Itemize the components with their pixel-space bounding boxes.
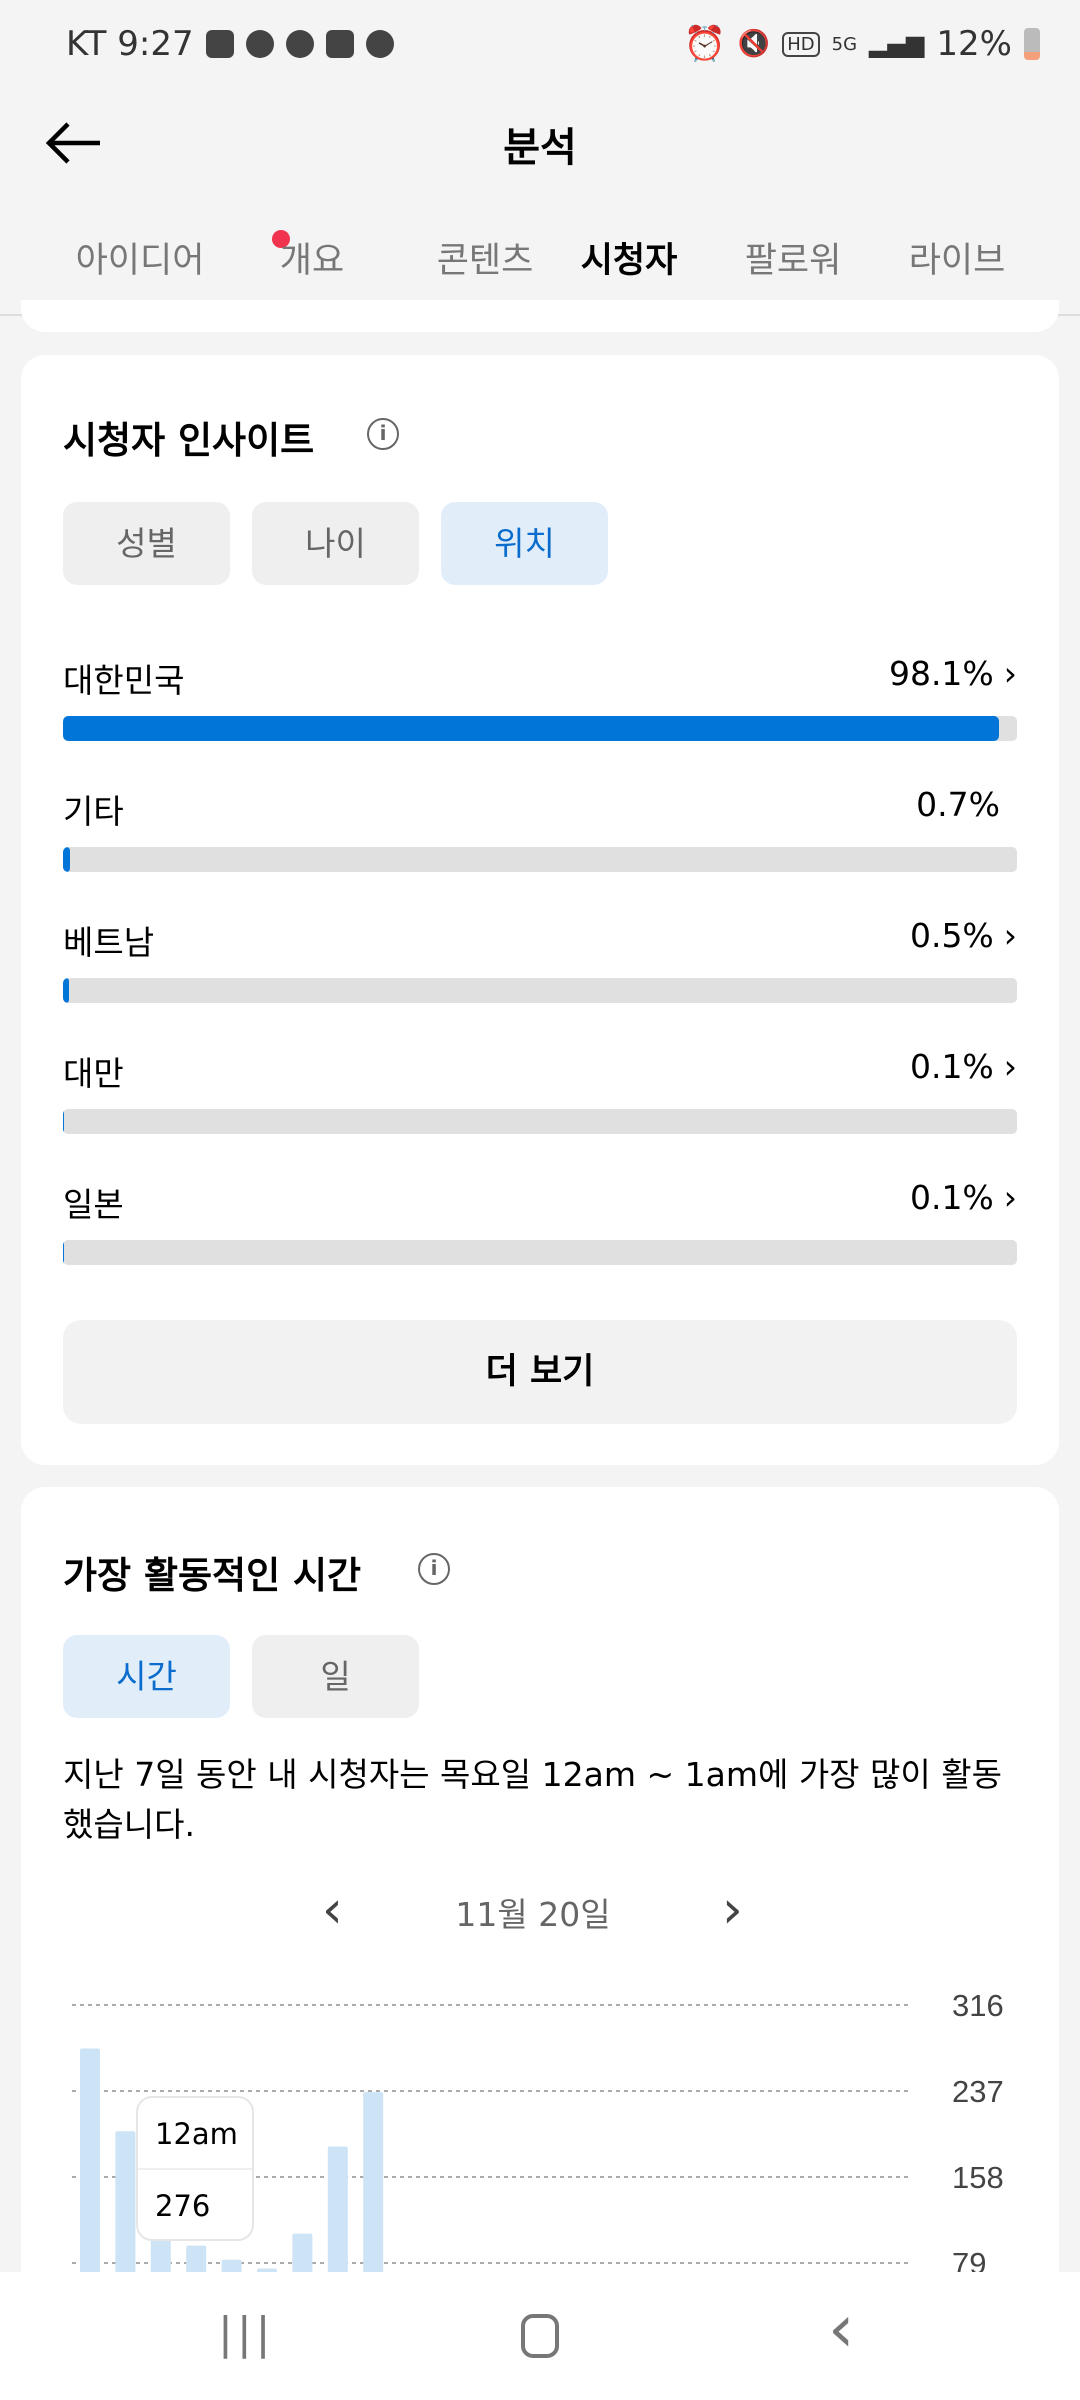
tab-label: 아이디어 — [75, 241, 205, 281]
insights-title: 시청자 인사이트 — [63, 419, 315, 462]
chevron-right-icon[interactable]: › — [1003, 1047, 1017, 1086]
see-more-button[interactable]: 더 보기 — [63, 1320, 1017, 1424]
mute-icon: 🔇 — [737, 29, 771, 59]
battery-icon — [1024, 28, 1040, 60]
location-row-value[interactable]: 0.5% › — [910, 916, 1017, 955]
location-label: 기타 — [63, 792, 124, 831]
tab-audience[interactable]: 시청자 — [580, 241, 678, 281]
prev-date-button[interactable]: ‹ — [322, 1880, 343, 1940]
tab-followers[interactable]: 팔로워 — [744, 241, 842, 281]
info-icon[interactable]: i — [418, 1553, 450, 1585]
y-tick-label: 316 — [952, 1988, 1004, 2023]
location-label: 베트남 — [63, 923, 155, 962]
chevron-right-icon[interactable]: › — [1003, 916, 1017, 955]
previous-card — [21, 300, 1059, 332]
back-button[interactable]: ‹ — [828, 2290, 855, 2367]
location-bar-track — [63, 1240, 1017, 1265]
notification-dot — [272, 230, 290, 248]
location-percent: 0.1% — [909, 1047, 994, 1086]
chip-age[interactable]: 나이 — [252, 502, 419, 585]
location-bar-fill — [63, 1240, 64, 1265]
location-percent: 0.5% — [909, 916, 994, 955]
location-label: 대한민국 — [63, 661, 185, 700]
recent-apps-button[interactable]: ||| — [218, 2308, 275, 2359]
hd-icon: HD — [782, 31, 820, 57]
location-bar-track — [63, 716, 1017, 741]
y-tick-label: 237 — [952, 2074, 1004, 2109]
threads-icon — [365, 30, 394, 58]
y-tick-label: 158 — [952, 2160, 1004, 2195]
date-label: 11월 20일 — [455, 1895, 611, 1934]
location-row-value[interactable]: 0.1% › — [910, 1178, 1017, 1217]
location-bar-fill — [63, 716, 999, 741]
system-nav-bar: ||| ‹ — [0, 2272, 1080, 2400]
location-percent: 0.1% — [909, 1178, 994, 1217]
tooltip-value: 276 — [155, 2189, 211, 2223]
carrier-time: KT 9:27 — [66, 24, 194, 64]
tooltip-label: 12am — [138, 2098, 252, 2170]
next-date-button[interactable]: › — [722, 1880, 743, 1940]
tab-live[interactable]: 라이브 — [908, 241, 1006, 281]
gallery-icon — [325, 30, 354, 58]
chip-day[interactable]: 일 — [252, 1635, 419, 1718]
chip-location[interactable]: 위치 — [441, 502, 608, 585]
location-label: 대만 — [63, 1054, 124, 1093]
chip-hour[interactable]: 시간 — [63, 1635, 230, 1718]
status-bar: KT 9:27 ⏰ 🔇 HD 5G ▂▄▆ 12% — [0, 0, 1080, 90]
tab-overview[interactable]: 개요 — [279, 241, 345, 281]
tab-ideas[interactable]: 아이디어 — [60, 230, 290, 283]
location-bar-fill — [63, 847, 70, 872]
location-percent: 98.1% — [888, 654, 994, 693]
notification-icon — [205, 30, 234, 58]
activity-description: 지난 7일 동안 내 시청자는 목요일 12am ~ 1am에 가장 많이 활동… — [63, 1755, 1002, 1844]
signal-icon: ▂▄▆ — [869, 30, 925, 58]
location-row-value: 0.7% — [916, 785, 1000, 824]
info-icon[interactable]: i — [367, 418, 399, 450]
health-icon — [245, 30, 274, 58]
alarm-icon: ⏰ — [683, 24, 726, 64]
location-row-value[interactable]: 0.1% › — [910, 1047, 1017, 1086]
location-percent: 0.7% — [916, 785, 1000, 824]
location-bar-track — [63, 847, 1017, 872]
location-bar-track — [63, 978, 1017, 1003]
active-times-title: 가장 활동적인 시간 — [63, 1554, 362, 1597]
location-bar-fill — [63, 978, 69, 1003]
location-bar-track — [63, 1109, 1017, 1134]
location-bar-fill — [63, 1109, 64, 1134]
back-arrow-icon[interactable] — [44, 118, 104, 168]
tab-content[interactable]: 콘텐츠 — [436, 241, 534, 281]
chevron-right-icon[interactable]: › — [1003, 1178, 1017, 1217]
battery-text: 12% — [936, 24, 1012, 64]
page-title: 분석 — [503, 125, 577, 171]
home-button[interactable] — [521, 2314, 559, 2358]
chart-tooltip: 12am 276 — [136, 2096, 254, 2241]
location-row-value[interactable]: 98.1% › — [889, 654, 1017, 693]
5g-icon: 5G — [831, 33, 858, 55]
location-label: 일본 — [63, 1185, 124, 1224]
chip-gender[interactable]: 성별 — [63, 502, 230, 585]
chevron-right-icon[interactable]: › — [1003, 654, 1017, 693]
pill-icon — [285, 30, 314, 58]
